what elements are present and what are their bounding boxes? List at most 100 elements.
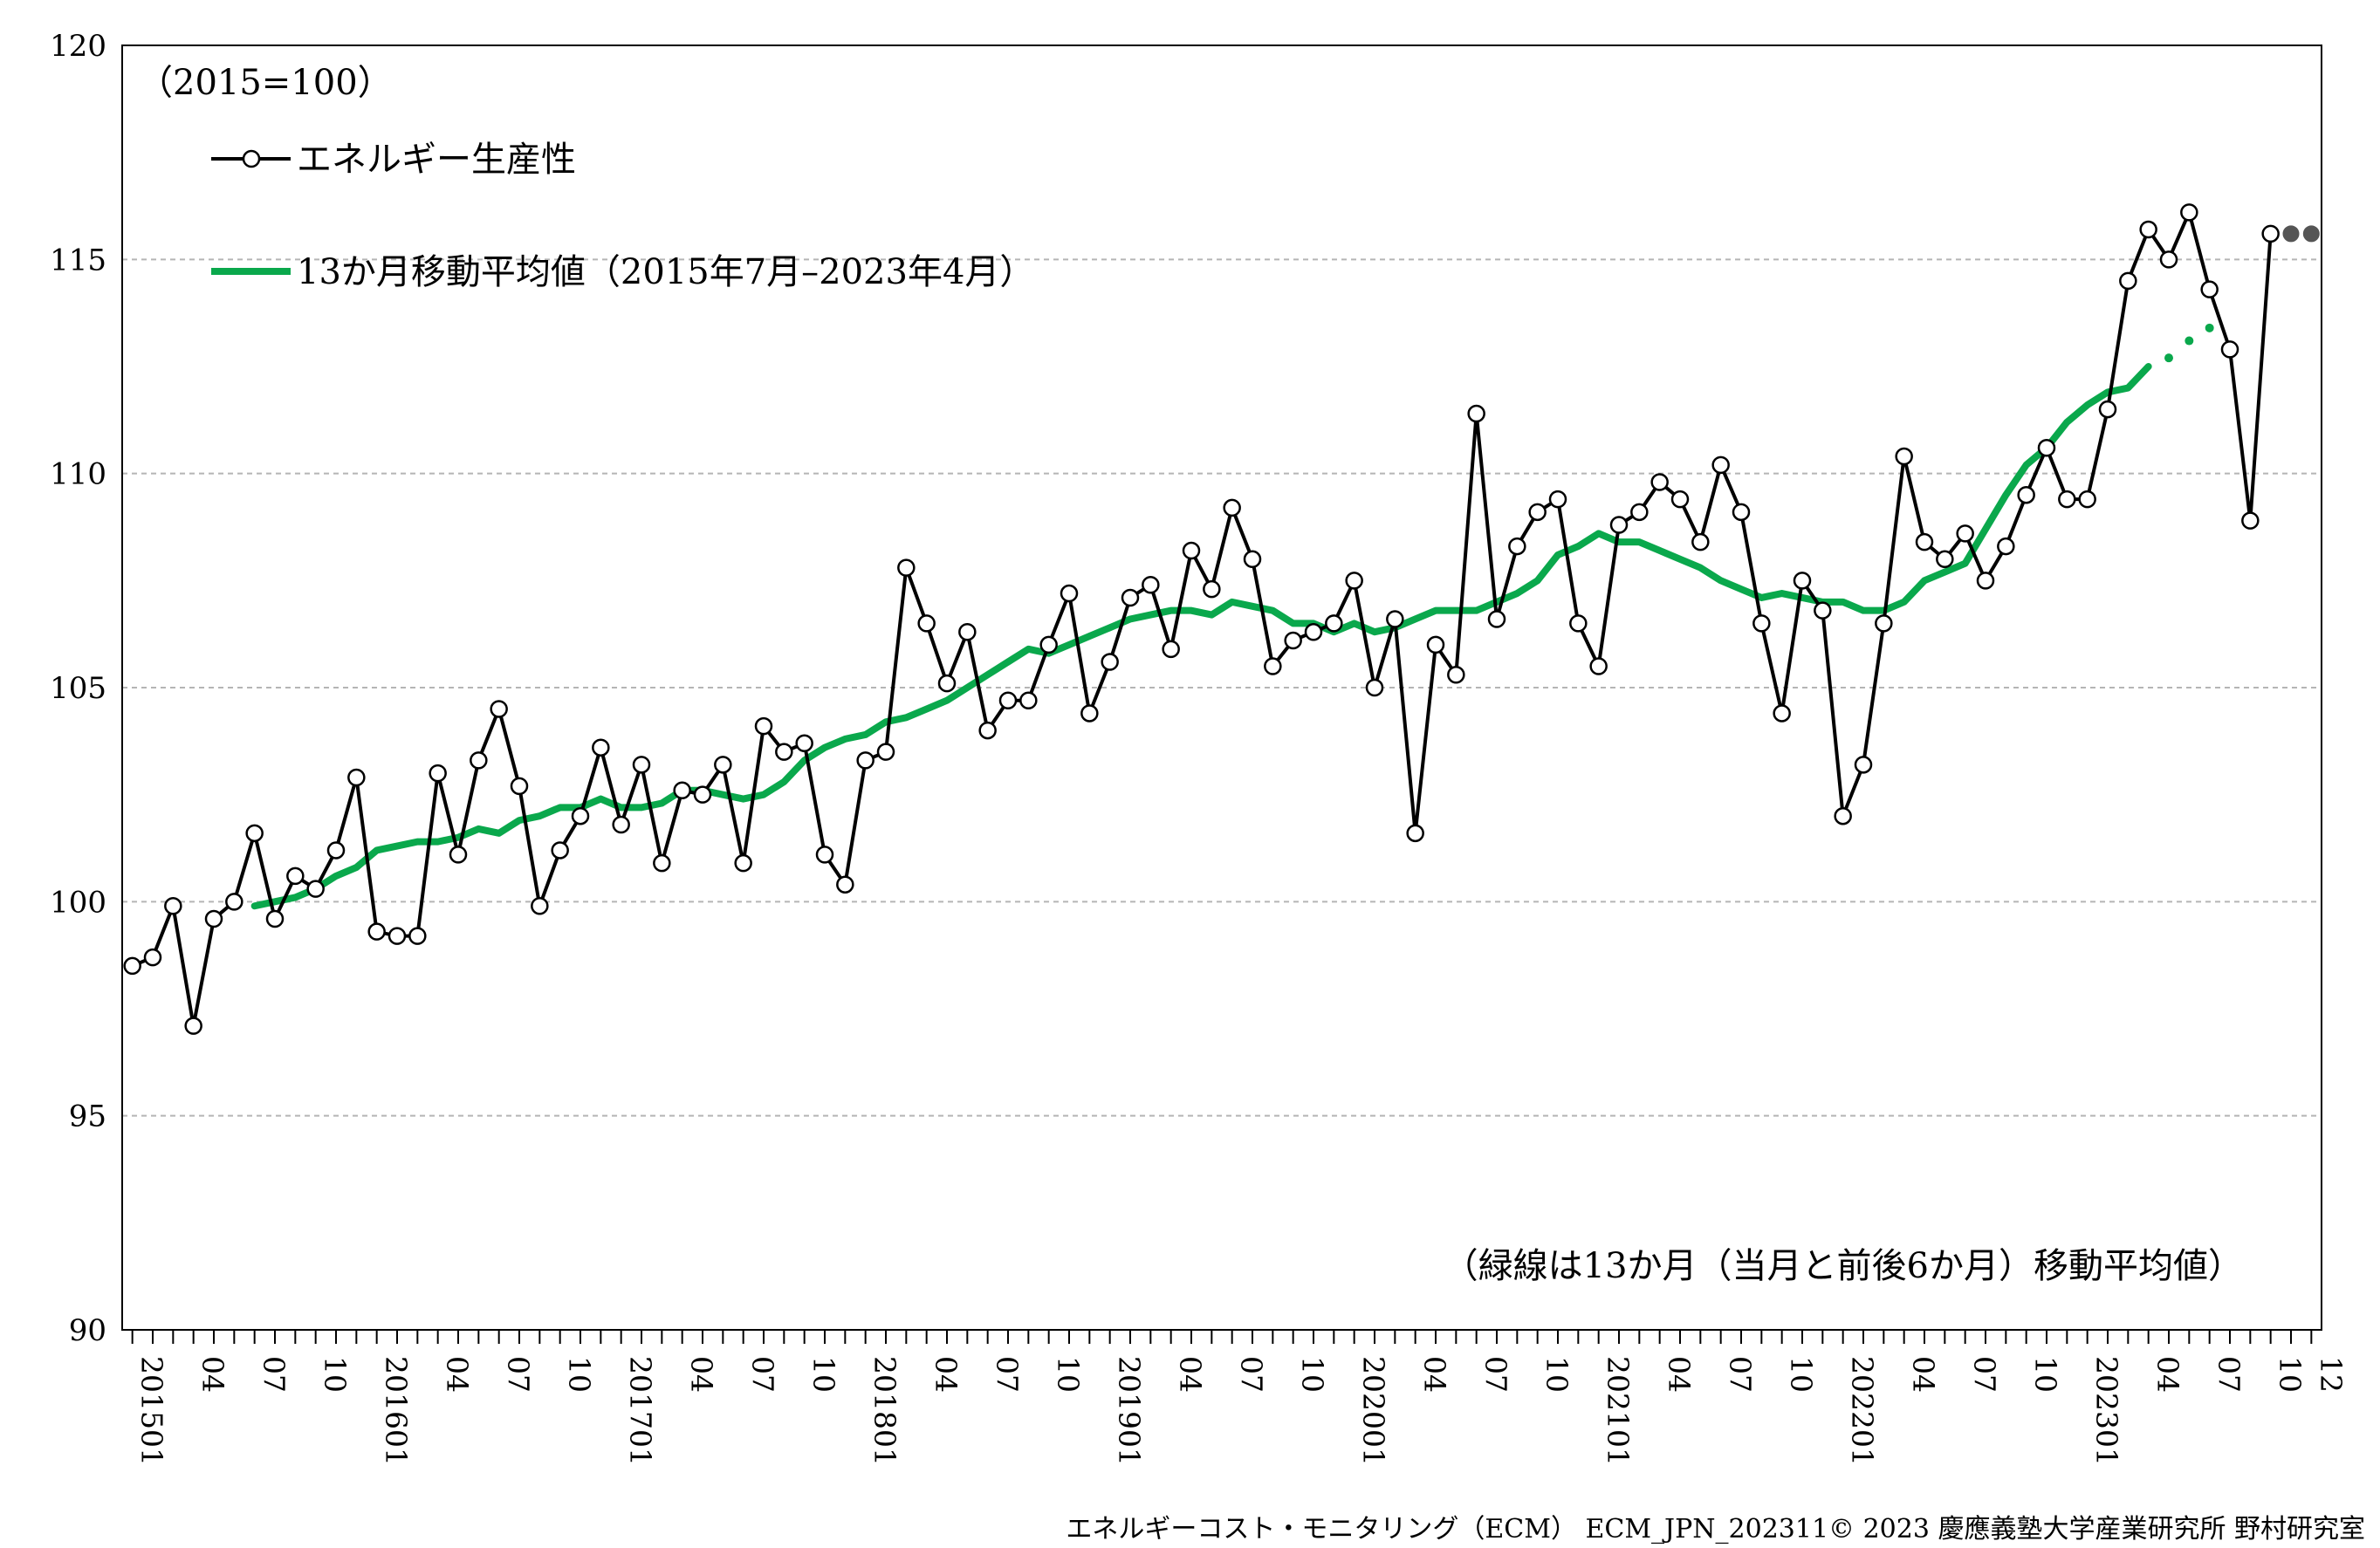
data-point-energy-productivity — [388, 927, 407, 945]
data-point-energy-productivity — [978, 721, 997, 740]
x-tick-label: 10 — [2274, 1356, 2308, 1393]
data-point-energy-productivity — [958, 622, 977, 641]
x-tick-label: 04 — [1174, 1356, 1208, 1393]
x-tick-label: 07 — [2212, 1356, 2246, 1393]
x-tick-label: 10 — [563, 1356, 597, 1393]
footer-credit: エネルギーコスト・モニタリング（ECM） ECM_JPN_202311© 202… — [1066, 1514, 2365, 1545]
x-tick-label: 201801 — [868, 1356, 902, 1466]
data-point-energy-productivity — [1080, 704, 1099, 723]
data-point-energy-productivity — [265, 909, 285, 928]
data-point-energy-productivity — [1895, 447, 1913, 466]
unit-note: （2015=100） — [138, 63, 393, 103]
data-point-energy-productivity — [1447, 666, 1465, 684]
data-point-energy-productivity — [225, 893, 243, 911]
data-point-energy-productivity — [123, 956, 141, 976]
data-point-energy-productivity — [184, 1017, 202, 1035]
y-tick-label: 110 — [50, 457, 106, 492]
data-point-energy-productivity — [673, 781, 691, 800]
data-point-energy-productivity — [531, 896, 549, 915]
data-point-energy-productivity — [1406, 824, 1424, 843]
data-point-energy-productivity — [2261, 224, 2280, 243]
legend: エネルギー生産性 13か月移動平均値（2015年7月–2023年4月） — [211, 140, 1034, 292]
x-tick-label: 201501 — [135, 1356, 169, 1466]
data-point-energy-productivity — [1976, 572, 1995, 590]
data-point-energy-productivity — [1386, 610, 1404, 628]
x-tick-label: 202101 — [1602, 1356, 1636, 1466]
x-tick-label: 07 — [1235, 1356, 1269, 1393]
moving-average-projection-dot — [2164, 353, 2173, 363]
data-point-energy-productivity — [367, 922, 386, 941]
data-point-energy-productivity — [1264, 657, 1282, 675]
data-point-energy-productivity — [1162, 640, 1180, 659]
data-point-energy-productivity — [1121, 588, 1140, 607]
x-tick-label: 201901 — [1113, 1356, 1147, 1466]
data-point-energy-productivity — [2220, 340, 2239, 359]
data-point-energy-productivity — [2200, 280, 2219, 298]
y-tick-label: 95 — [69, 1099, 106, 1134]
data-point-energy-productivity — [1060, 584, 1079, 603]
data-point-energy-productivity — [1467, 404, 1485, 423]
x-tick-label: 04 — [196, 1356, 230, 1393]
data-point-energy-productivity — [815, 846, 834, 864]
data-point-energy-productivity — [1650, 473, 1669, 491]
data-point-energy-productivity — [734, 853, 752, 873]
x-tick-label: 10 — [1052, 1356, 1086, 1393]
data-point-energy-productivity — [245, 824, 264, 843]
data-point-energy-productivity — [1773, 704, 1791, 723]
y-axis: 120 115 110 105 100 95 90 — [50, 29, 106, 1348]
data-point-energy-productivity — [754, 716, 773, 736]
data-point-energy-productivity — [1834, 806, 1852, 825]
x-tick-label: 04 — [929, 1356, 964, 1393]
data-point-energy-productivity — [1548, 490, 1567, 509]
data-point-energy-productivity — [1732, 503, 1751, 522]
data-point-energy-productivity — [836, 875, 854, 894]
data-point-energy-productivity — [408, 927, 427, 945]
x-tick-label: 04 — [441, 1356, 475, 1393]
data-point-energy-productivity — [1915, 532, 1934, 551]
data-point-energy-productivity — [1854, 756, 1873, 774]
data-point-energy-productivity — [998, 691, 1018, 709]
data-point-energy-productivity — [1609, 516, 1629, 534]
data-point-energy-productivity — [2078, 490, 2096, 509]
x-tick-label: 202201 — [1846, 1356, 1880, 1466]
data-point-energy-productivity — [2037, 438, 2056, 457]
data-point-energy-productivity — [1528, 503, 1547, 522]
data-point-energy-productivity — [632, 756, 651, 774]
legend-item-energy-productivity: エネルギー生産性 — [211, 140, 576, 180]
data-point-energy-productivity — [653, 853, 671, 873]
data-point-energy-productivity — [917, 614, 936, 633]
legend-item-moving-average: 13か月移動平均値（2015年7月–2023年4月） — [211, 252, 1034, 292]
data-point-energy-productivity — [1589, 657, 1608, 675]
x-tick-label: 202001 — [1357, 1356, 1391, 1466]
y-tick-label: 120 — [50, 29, 106, 64]
plot-frame — [121, 45, 2322, 1331]
data-point-energy-productivity — [490, 700, 508, 718]
x-axis: 201501 04 07 10 201601 04 07 10 201701 04 07 10 2018… — [131, 1330, 2348, 1466]
data-point-energy-productivity — [2058, 490, 2076, 509]
y-tick-label: 100 — [50, 885, 106, 920]
data-point-energy-productivity — [1752, 614, 1771, 633]
x-tick-label: 07 — [257, 1356, 291, 1393]
data-point-energy-productivity — [1203, 579, 1221, 599]
data-point-energy-productivity — [571, 806, 590, 825]
y-tick-label: 115 — [50, 243, 106, 277]
x-tick-label: 10 — [2029, 1356, 2063, 1393]
data-point-energy-productivity — [347, 768, 366, 787]
data-point-energy-productivity — [1875, 614, 1893, 633]
x-tick-label: 04 — [1907, 1356, 1941, 1393]
projection-point-energy-productivity — [2282, 225, 2300, 243]
data-point-energy-productivity — [1039, 635, 1058, 654]
data-point-energy-productivity — [1793, 572, 1812, 590]
x-tick-label: 201601 — [380, 1356, 414, 1466]
x-tick-label: 07 — [1724, 1356, 1758, 1393]
data-point-energy-productivity — [449, 846, 468, 864]
data-point-energy-productivity — [1711, 455, 1730, 475]
y-tick-label: 105 — [50, 671, 106, 706]
grid-lines — [122, 258, 2322, 1117]
data-point-energy-productivity — [1691, 532, 1710, 551]
data-point-energy-productivity — [510, 777, 529, 796]
data-point-energy-productivity — [1814, 601, 1832, 620]
chart-annotation: （緑線は13か月（当月と前後6か月）移動平均値） — [1444, 1246, 2243, 1286]
series-line-moving-average — [250, 363, 2152, 910]
